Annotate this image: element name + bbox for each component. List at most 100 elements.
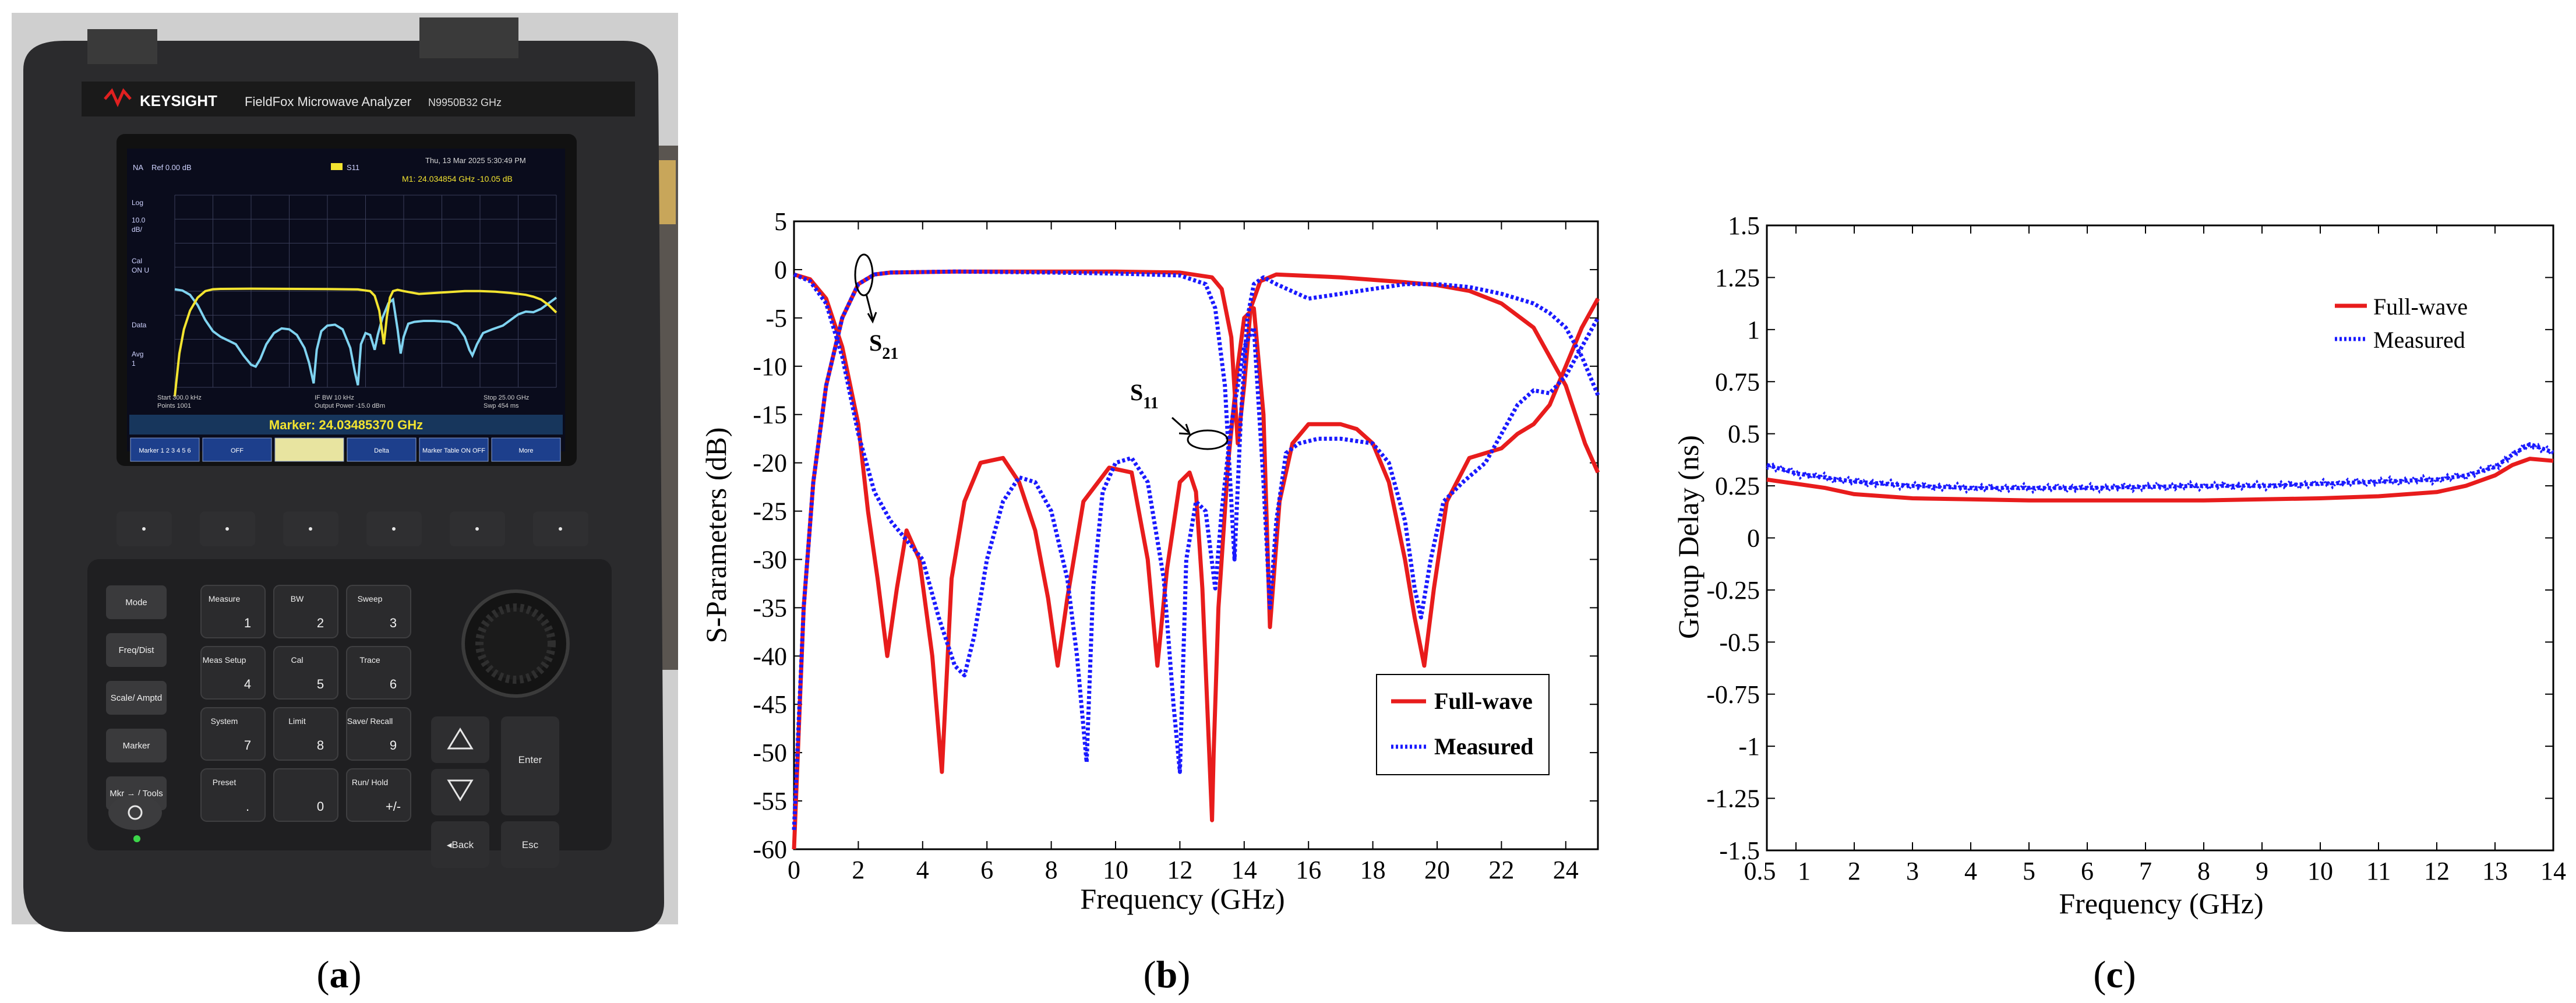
numeric-key-digit: 2 [317,616,324,630]
x-tick-label: 6 [2081,857,2094,885]
numeric-key[interactable] [273,768,338,822]
panel-a-label: (a) [317,953,362,996]
screen-trace-name: S11 [347,163,359,172]
chart-c-x-ticks: 0.5 1 2 3 4 5 6 7 8 9 10 11 12 13 14 [1744,225,2566,885]
power-button[interactable] [108,795,162,830]
legend-c-fullwave-label: Full-wave [2373,294,2468,320]
key-label: Mkr → / Tools [110,789,163,799]
softkey-5[interactable] [419,437,489,462]
numeric-key-label: Limit [288,716,306,726]
y-tick-label: -45 [753,690,787,719]
s21-annotation-s: S [869,330,882,356]
panel-b-label: (b) [1144,953,1191,996]
screen-ifbw: IF BW 10 kHz [315,394,354,401]
numeric-key-digit: 6 [390,677,397,691]
s21-annotation-arrow [865,294,874,320]
numeric-key[interactable] [273,707,338,761]
softkey-1[interactable] [130,437,200,462]
softkey-dot-icon [309,527,312,531]
key-label: Marker [123,741,150,751]
port-connector-left [87,29,157,64]
key-0[interactable] [106,585,167,619]
chart-c-x-axis-label: Frequency (GHz) [2059,887,2263,920]
panel-c-chart: 1.5 1.25 1 0.75 0.5 0.25 0 -0.25 -0.5 -0.75 -1 -1.2… [1672,211,2566,996]
numeric-key-digit: +/- [386,799,401,814]
screen-trace-s11 [174,288,557,386]
key-3[interactable] [106,729,167,762]
x-tick-label: 10 [2307,857,2333,885]
x-tick-label: 20 [1424,856,1450,884]
softkey-2[interactable] [202,437,272,462]
model-number: N9950B [428,97,466,108]
y-tick-label: -20 [753,449,787,478]
s21-annotation-sub: 21 [882,345,898,363]
port-connector-right [419,17,518,58]
softkey-6[interactable] [491,437,561,462]
y-tick-label: -10 [753,352,787,381]
screen-sweep-info: Start 300.0 kHz Points 1001 IF BW 10 kHz… [157,394,529,409]
x-tick-label: 13 [2482,857,2508,885]
y-tick-label: -60 [753,835,787,864]
softkey-label: OFF [231,447,244,454]
panel-b-label-open: ( [1144,953,1156,996]
y-tick-label: -55 [753,787,787,815]
x-tick-label: 3 [1906,857,1919,885]
screen-points: Points 1001 [157,402,191,409]
nav-up-key[interactable] [431,716,489,763]
enter-key-label: Enter [518,754,542,765]
enter-key[interactable] [501,716,559,815]
back-key-label: ◂Back [447,839,474,850]
key-2[interactable] [106,681,167,715]
panel-b-chart: 5 0 -5 -10 -15 -20 -25 -30 -35 -40 -45 -50 -55 -60 0 2… [700,207,1600,996]
s11-annotation-label: S11 [1130,379,1159,412]
series-measured-s21 [792,269,1600,830]
numeric-key[interactable] [346,646,411,700]
x-tick-label: 10 [1103,856,1128,884]
chart-b-series [792,269,1600,850]
chart-c-series [1766,440,2554,503]
series-measured-s11 [793,272,1600,774]
s21-annotation-ellipse [854,253,874,296]
numeric-key[interactable] [200,707,266,761]
softkey-dot-icon [392,527,396,531]
s11-annotation-s: S [1130,379,1143,405]
side-log: Log [132,199,143,207]
x-tick-label: 14 [1231,856,1257,884]
numeric-key[interactable] [200,768,266,822]
numeric-key[interactable] [273,646,338,700]
panel-a-label-open: ( [317,953,330,996]
back-key[interactable] [431,821,489,868]
y-tick-label: -15 [753,401,787,429]
numeric-key[interactable] [200,585,266,638]
x-tick-label: 24 [1553,856,1579,884]
x-tick-label: 5 [2023,857,2035,885]
screen-stop: Stop 25.00 GHz [484,394,529,401]
x-tick-label: 6 [980,856,993,884]
numeric-key-label: Run/ Hold [352,778,388,787]
x-tick-label: 4 [1964,857,1977,885]
side-avg: Avg [132,350,143,358]
screen-trace-s21 [174,287,557,397]
chart-b-y-ticks: 5 0 -5 -10 -15 -20 -25 -30 -35 -40 -45 -50 -55 -60 [753,207,1598,864]
x-tick-label: 2 [852,856,864,884]
numeric-key[interactable] [200,646,266,700]
y-tick-label: 0 [774,256,787,284]
esc-key[interactable] [501,821,559,868]
y-tick-label: -40 [753,642,787,670]
numeric-key[interactable] [346,707,411,761]
numeric-key-digit: 1 [244,616,251,630]
softkey-3[interactable] [274,437,344,462]
x-tick-label: 9 [2256,857,2268,885]
y-tick-label: -5 [765,304,787,333]
softkey-4[interactable] [347,437,417,462]
numeric-key[interactable] [273,585,338,638]
y-tick-label: -1.25 [1706,785,1760,813]
numeric-key-digit: 3 [390,616,397,630]
key-1[interactable] [106,633,167,667]
numeric-key-digit: 8 [317,738,324,753]
numeric-key[interactable] [346,768,411,822]
chart-c-y-axis-label: Group Delay (ns) [1672,435,1705,639]
nav-down-key[interactable] [431,769,489,815]
numeric-key[interactable] [346,585,411,638]
